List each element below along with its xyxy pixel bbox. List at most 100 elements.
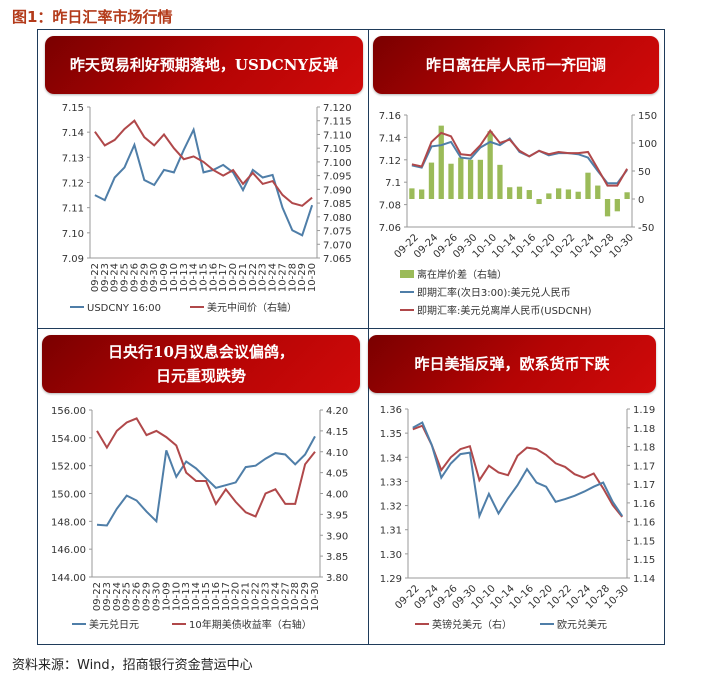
chart-2-bar [604,199,611,217]
chart-1-left-tick-label: 7.13 [62,153,84,164]
chart-1-right-tick-label: 7.100 [323,158,352,169]
chart-1-x-tick-label: 10-10 [169,263,180,292]
chart-2-bar [546,193,552,199]
chart-4-left-tick-label: 1.35 [380,429,402,440]
chart-4-left-tick-label: 1.36 [380,405,402,416]
chart-1-right-tick-label: 7.065 [323,254,352,265]
chart-4-right-tick-label: 1.17 [633,480,655,491]
chart-4-left-tick-label: 1.33 [380,477,402,488]
chart-2-legend-label: 即期汇率(次日3:00):美元兑人民币 [417,286,571,299]
chart-3-x-tick-label: 09-26 [132,582,143,611]
chart-3-x-tick-label: 09-25 [122,582,133,611]
chart-3-right-tick-label: 4.00 [326,490,348,501]
chart-1-series-line-2 [94,119,313,207]
chart-1-x-tick-label: 10-14 [189,263,200,292]
chart-2-series-line-2 [411,137,628,185]
chart-4-left-tick-label: 1.32 [380,502,402,513]
chart-3-x-tick-label: 10-28 [290,582,301,611]
chart-1-right-tick-label: 7.075 [323,227,352,238]
chart-1-x-tick-label: 10-13 [179,263,190,292]
chart-3-right-tick-label: 4.05 [326,469,348,480]
chart-4-series-line-1 [412,424,623,518]
chart-3-right-tick-label: 3.85 [326,552,348,563]
chart-2-bar [624,192,630,199]
chart-3-x-tick-label: 10-30 [310,582,321,611]
chart-2-bar [497,164,503,199]
chart-1-series-line-1 [94,126,314,237]
chart-1-x-tick-label: 10-30 [307,263,318,292]
chart-3-legend-label: 10年期美债收益率（右轴） [189,618,312,631]
chart-1-x-tick-label: 10-17 [218,263,229,292]
chart-3-x-tick-label: 09-30 [151,582,162,611]
chart-4-left-tick-label: 1.31 [380,526,402,537]
chart-2-right-tick-label: 0 [638,195,644,206]
chart-1-x-tick-label: 10-16 [208,263,219,292]
chart-1-legend-label: USDCNY 16:00 [87,303,161,314]
chart-1-right-tick-label: 7.080 [323,213,352,224]
chart-2-left-tick-label: 7.16 [379,111,401,122]
chart-1-x-tick-label: 09-22 [90,263,101,292]
chart-1-left-tick-label: 7.15 [62,103,84,114]
chart-3-series-line-2 [96,417,316,518]
chart-4-right-tick-label: 1.19 [633,405,655,416]
chart-4-series-line-2 [412,421,624,520]
chart-1-x-tick-label: 10-22 [248,263,259,292]
chart-3-x-tick-label: 10-29 [300,582,311,611]
chart-3-x-tick-label: 09-24 [112,582,123,611]
chart-4-left-tick-label: 1.29 [380,574,402,585]
chart-2-bar [585,172,591,199]
figure-title: 图1：昨日汇率市场行情 [12,8,173,26]
chart-4-right-tick-label: 1.16 [633,518,655,529]
chart-1-right-tick-label: 7.070 [323,240,352,251]
chart-3-x-tick-label: 10-09 [161,582,172,611]
chart-3-left-tick-label: 156.00 [51,406,86,417]
chart-2-bar [555,188,562,199]
chart-2-bar [614,199,620,212]
chart-3-left-tick-label: 152.00 [51,462,86,473]
chart-3-x-tick-label: 10-17 [221,582,232,611]
chart-3-left-tick-label: 146.00 [51,545,86,556]
chart-1-left-tick-label: 7.14 [62,128,84,139]
chart-2-title: 昨日离在岸人民币一齐回调 [373,36,659,94]
chart-1-left-tick-label: 7.12 [62,179,84,190]
chart-2-right-tick-label: 50 [638,167,651,178]
chart-2-bar [516,186,523,199]
chart-1-right-tick-label: 7.090 [323,185,352,196]
chart-3-x-tick-label: 10-20 [231,582,242,611]
chart-1-right-tick-label: 7.120 [323,103,352,114]
chart-1-x-tick-label: 10-23 [258,263,269,292]
chart-3-x-tick-label: 10-22 [251,582,262,611]
chart-2-left-tick-label: 7.08 [379,201,401,212]
chart-1-x-tick-label: 09-24 [110,263,121,292]
chart-1-x-tick-label: 09-26 [129,263,140,292]
chart-1-right-tick-label: 7.095 [323,172,352,183]
chart-4-right-tick-label: 1.18 [633,424,655,435]
chart-3-x-tick-label: 10-16 [211,582,222,611]
chart-3-right-tick-label: 4.10 [326,448,348,459]
chart-3-x-tick-label: 10-13 [181,582,192,611]
chart-2-series-line-3 [411,129,628,187]
chart-1-x-tick-label: 10-29 [297,263,308,292]
chart-2-bar [458,157,464,199]
chart-3-x-tick-label: 10-27 [280,582,291,611]
chart-3-right-tick-label: 3.90 [326,531,348,542]
chart-2-bar [428,162,435,199]
chart-1-x-tick-label: 10-21 [238,263,249,292]
chart-2-bar [595,185,601,199]
chart-3-x-tick-label: 10-23 [260,582,271,611]
chart-1-legend-label: 美元中间价（右轴） [207,301,297,314]
chart-1-right-tick-label: 7.115 [323,117,352,128]
chart-2-bar [526,190,532,199]
chart-1-x-tick-label: 10-15 [199,263,210,292]
chart-3-left-tick-label: 154.00 [51,434,86,445]
chart-3-left-tick-label: 150.00 [51,490,86,501]
chart-4-right-tick-label: 1.17 [633,461,655,472]
chart-2-right-tick-label: 150 [638,111,657,122]
chart-1-x-tick-label: 09-29 [139,263,150,292]
chart-2-right-tick-label: -50 [638,223,654,234]
chart-4-right-tick-label: 1.18 [633,443,655,454]
chart-1-left-tick-label: 7.11 [62,204,84,215]
chart-3-legend-label: 美元兑日元 [89,618,139,631]
chart-1-x-tick-label: 09-25 [120,263,131,292]
chart-3-x-tick-label: 09-29 [142,582,153,611]
